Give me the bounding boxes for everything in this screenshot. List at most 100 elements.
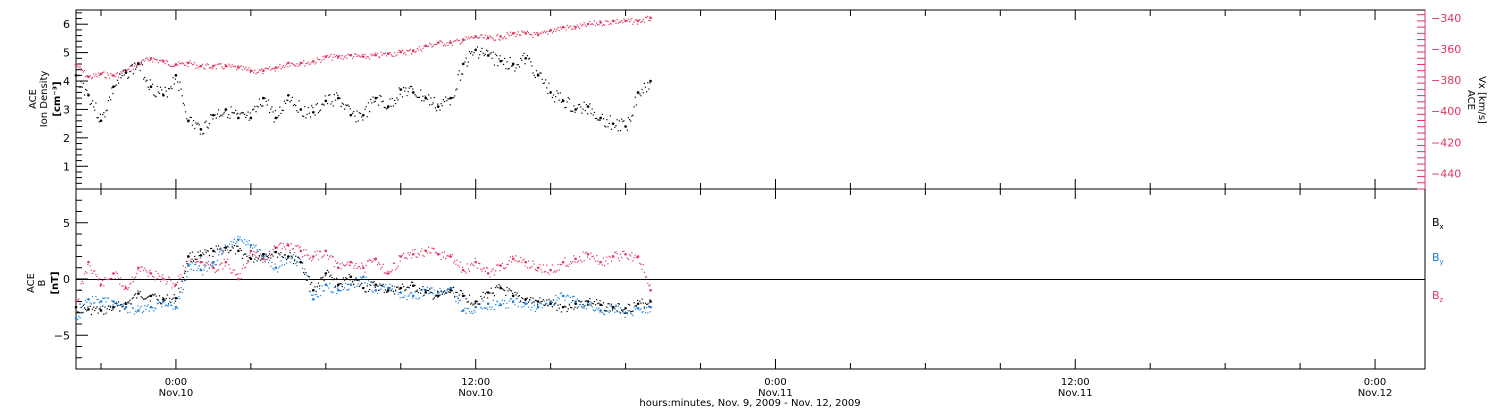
trace-dot-bz	[322, 255, 324, 258]
trace-dot-by	[371, 290, 373, 292]
trace-dot-bz	[280, 242, 282, 244]
trace-dot-bx	[371, 281, 373, 283]
trace-dot-bx	[473, 303, 475, 305]
trace-dot-by	[382, 285, 384, 287]
trace-dot-by	[166, 305, 169, 307]
trace-dot-vx	[468, 38, 471, 40]
trace-dot-by	[557, 296, 559, 299]
trace-dot-ion-density	[291, 96, 293, 98]
trace-dot-bx	[614, 308, 616, 310]
data-point-ion-density	[599, 116, 602, 120]
trace-dot-vx	[567, 27, 569, 29]
trace-dot-bz	[521, 261, 523, 263]
trace-dot-vx	[202, 63, 204, 65]
trace-dot-bz	[229, 268, 231, 270]
trace-dot-vx	[504, 36, 506, 38]
trace-dot-ion-density	[616, 119, 618, 121]
trace-dot-bz	[173, 285, 175, 287]
trace-dot-vx	[380, 51, 382, 53]
trace-dot-by	[597, 309, 599, 311]
trace-dot-bx	[592, 303, 594, 305]
trace-dot-bz	[483, 267, 485, 269]
trace-dot-bx	[555, 302, 557, 304]
trace-dot-vx	[197, 67, 199, 69]
trace-dot-ion-density	[430, 97, 432, 99]
trace-dot-bx	[482, 291, 484, 293]
trace-dot-bx	[398, 288, 400, 290]
trace-dot-bz	[314, 251, 316, 253]
trace-dot-vx	[333, 53, 335, 56]
trace-dot-bx	[432, 298, 434, 300]
trace-dot-bx	[524, 300, 526, 302]
trace-dot-by	[137, 305, 139, 307]
legend-bz: Bz	[1432, 289, 1444, 304]
trace-dot-bx	[196, 258, 198, 260]
trace-dot-bz	[157, 273, 159, 275]
trace-dot-by	[306, 274, 308, 276]
trace-dot-bx	[627, 303, 630, 305]
trace-dot-by	[519, 301, 522, 303]
trace-dot-ion-density	[79, 86, 81, 89]
trace-dot-bz	[626, 257, 628, 259]
trace-dot-bz	[636, 257, 639, 259]
data-point-by	[549, 300, 552, 303]
trace-dot-vx	[165, 59, 167, 61]
trace-dot-ion-density	[572, 110, 574, 112]
data-point-bz	[124, 286, 128, 290]
trace-dot-by	[292, 253, 295, 256]
trace-dot-vx	[372, 53, 374, 56]
trace-dot-bx	[172, 297, 174, 299]
trace-dot-ion-density	[228, 114, 230, 116]
trace-dot-bx	[217, 245, 220, 247]
trace-dot-bx	[437, 290, 439, 292]
trace-dot-bz	[522, 259, 524, 261]
trace-dot-by	[648, 302, 650, 304]
trace-dot-ion-density	[514, 70, 516, 72]
trace-dot-by	[548, 303, 550, 305]
trace-dot-vx	[345, 55, 347, 57]
trace-dot-bx	[107, 305, 109, 307]
trace-dot-by	[584, 304, 586, 307]
trace-dot-bz	[649, 284, 651, 286]
trace-dot-bz	[309, 257, 312, 259]
trace-dot-ion-density	[329, 94, 331, 96]
trace-dot-ion-density	[460, 73, 463, 75]
trace-dot-bz	[428, 246, 430, 248]
trace-dot-bz	[579, 256, 581, 258]
trace-dot-vx	[254, 69, 256, 71]
trace-dot-bx	[547, 304, 549, 307]
trace-dot-vx	[140, 62, 142, 65]
trace-dot-bz	[156, 278, 158, 280]
trace-dot-bx	[86, 310, 88, 312]
trace-dot-by	[178, 295, 180, 298]
trace-dot-ion-density	[607, 126, 609, 128]
trace-dot-bx	[164, 299, 166, 301]
bottom-panel-points	[74, 235, 652, 321]
trace-dot-ion-density	[214, 114, 216, 116]
trace-dot-bx	[522, 297, 524, 300]
data-point-by	[187, 264, 190, 267]
data-point-by	[436, 291, 440, 294]
trace-dot-bz	[78, 298, 80, 300]
trace-dot-vx	[619, 21, 622, 23]
trace-dot-bz	[484, 270, 486, 272]
data-point-ion-density	[461, 62, 465, 66]
trace-dot-vx	[508, 35, 510, 37]
trace-dot-bz	[248, 254, 250, 257]
data-point-bz	[599, 260, 602, 264]
trace-dot-bx	[510, 290, 513, 292]
trace-dot-by	[465, 312, 467, 315]
trace-dot-ion-density	[532, 72, 534, 74]
trace-dot-ion-density	[554, 101, 556, 103]
trace-dot-bz	[93, 270, 95, 272]
trace-dot-ion-density	[482, 52, 484, 54]
trace-dot-bx	[601, 304, 603, 306]
trace-dot-bz	[385, 273, 388, 275]
trace-dot-bz	[543, 271, 546, 273]
trace-dot-bx	[642, 302, 644, 304]
trace-dot-vx	[643, 21, 645, 23]
trace-dot-bx	[153, 294, 155, 296]
trace-dot-by	[246, 241, 248, 243]
data-point-bx	[649, 300, 652, 303]
data-point-vx	[386, 52, 390, 55]
